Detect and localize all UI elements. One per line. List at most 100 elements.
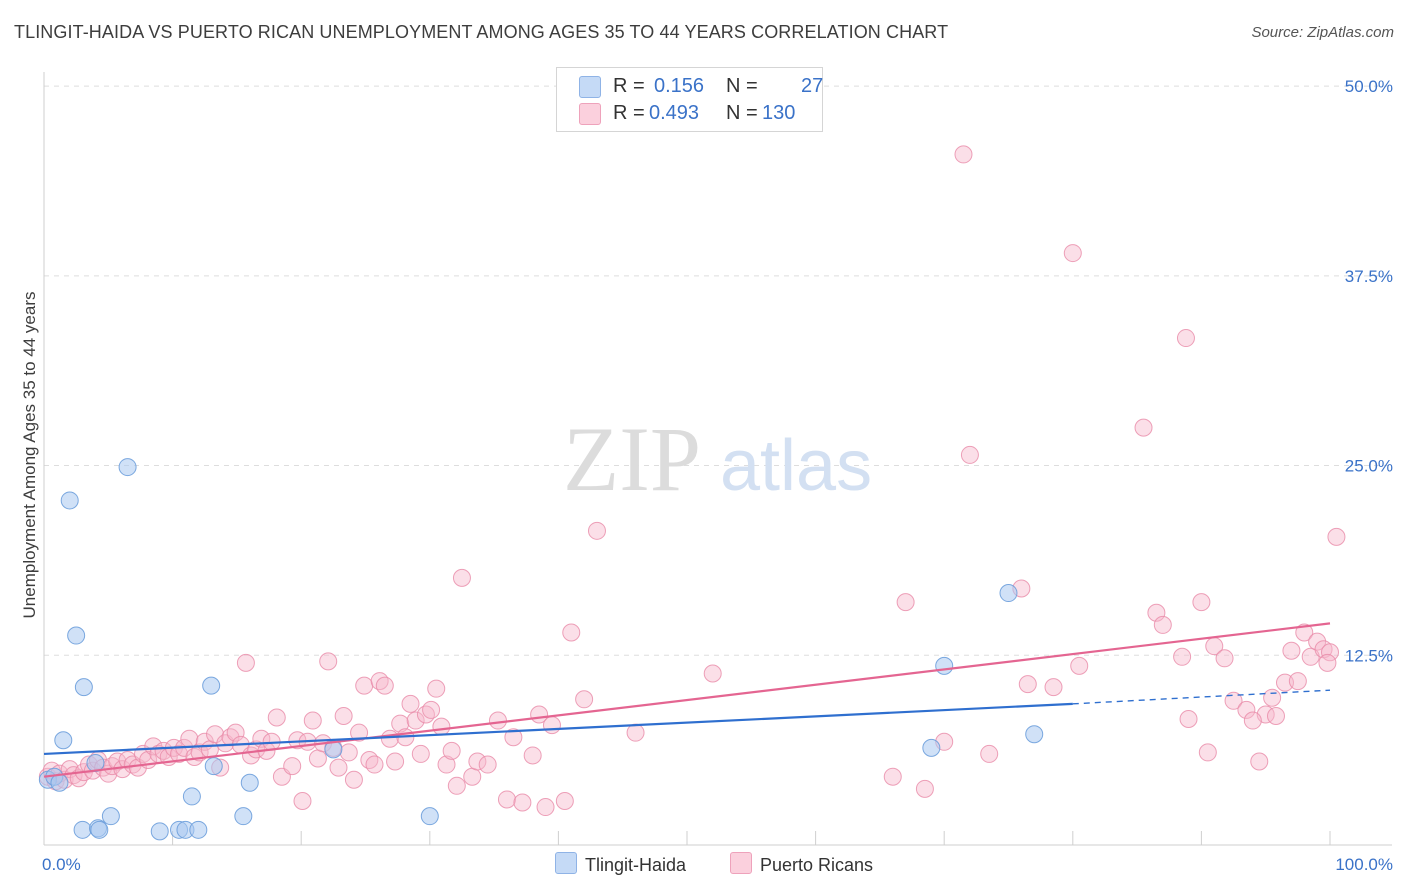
puerto-ricans-point xyxy=(883,767,902,786)
puerto-ricans-point xyxy=(575,690,594,709)
puerto-ricans-point xyxy=(555,791,574,810)
watermark-atlas: atlas xyxy=(720,426,872,506)
trend-lines xyxy=(43,622,1331,778)
puerto-ricans-point xyxy=(1215,649,1234,668)
puerto-ricans-point xyxy=(432,717,451,736)
puerto-ricans-point xyxy=(442,741,461,760)
tlingit-haida-point xyxy=(202,676,221,695)
tlingit-haida-trend-line xyxy=(43,702,1073,756)
puerto-ricans-point xyxy=(703,664,722,683)
tlingit-haida-point xyxy=(420,807,439,826)
puerto-ricans-point xyxy=(365,755,384,774)
puerto-ricans-point xyxy=(1266,706,1285,725)
puerto-ricans-point xyxy=(329,758,348,777)
puerto-ricans-point xyxy=(587,521,606,540)
bottom-legend-puerto-ricans: Puerto Ricans xyxy=(730,852,873,876)
bottom-legend-label-tlingit-haida: Tlingit-Haida xyxy=(585,855,687,875)
puerto-ricans-point xyxy=(319,652,338,671)
puerto-ricans-point xyxy=(1295,623,1314,642)
tlingit-haida-point xyxy=(118,458,137,477)
legend-n-label: N = xyxy=(726,102,758,124)
puerto-ricans-point xyxy=(1282,641,1301,660)
tlingit-haida-point xyxy=(67,626,86,645)
legend-n-value: 27 xyxy=(801,75,824,97)
tlingit-haida-point xyxy=(189,820,208,839)
puerto-ricans-point xyxy=(391,714,410,733)
puerto-ricans-point xyxy=(536,798,555,817)
puerto-ricans-point xyxy=(896,593,915,612)
puerto-ricans-point xyxy=(1153,615,1172,634)
puerto-ricans-point xyxy=(542,716,561,735)
puerto-ricans-point xyxy=(334,706,353,725)
puerto-ricans-point xyxy=(488,711,507,730)
puerto-ricans-point xyxy=(355,676,374,695)
legend-r-label: R = xyxy=(613,75,645,97)
puerto-ricans-point xyxy=(960,445,979,464)
puerto-ricans-point xyxy=(406,711,425,730)
puerto-ricans-trend-line xyxy=(43,622,1331,778)
puerto-ricans-point xyxy=(411,744,430,763)
bottom-legend-swatch-blue xyxy=(555,852,577,874)
puerto-ricans-point xyxy=(504,728,523,747)
y-tick-label: 37.5% xyxy=(1345,267,1393,286)
legend-r-label: R = xyxy=(613,102,645,124)
puerto-ricans-point xyxy=(915,779,934,798)
puerto-ricans-point xyxy=(1063,244,1082,263)
source-label: Source: ZipAtlas.com xyxy=(1251,24,1394,41)
watermark-zip: ZIP xyxy=(563,408,701,510)
puerto-ricans-point xyxy=(386,752,405,771)
puerto-ricans-point xyxy=(1263,688,1282,707)
puerto-ricans-point xyxy=(626,723,645,742)
tlingit-haida-point xyxy=(74,678,93,697)
chart-title: TLINGIT-HAIDA VS PUERTO RICAN UNEMPLOYME… xyxy=(14,22,949,42)
puerto-ricans-point xyxy=(1179,710,1198,729)
y-tick-label: 50.0% xyxy=(1345,77,1393,96)
puerto-ricans-point xyxy=(236,653,255,672)
puerto-ricans-point xyxy=(1173,647,1192,666)
tlingit-haida-point xyxy=(50,773,69,792)
puerto-ricans-point xyxy=(1224,691,1243,710)
puerto-ricans-point xyxy=(1327,527,1346,546)
puerto-ricans-point xyxy=(980,744,999,763)
puerto-ricans-point xyxy=(267,708,286,727)
puerto-ricans-point xyxy=(1198,743,1217,762)
tlingit-haida-point xyxy=(150,822,169,841)
puerto-ricans-point xyxy=(427,679,446,698)
puerto-ricans-point xyxy=(497,790,516,809)
tlingit-haida-point xyxy=(999,584,1018,603)
puerto-ricans-point xyxy=(226,723,245,742)
puerto-ricans-point xyxy=(339,743,358,762)
puerto-ricans-point xyxy=(452,568,471,587)
puerto-ricans-point xyxy=(350,723,369,742)
puerto-ricans-point xyxy=(1243,711,1262,730)
puerto-ricans-point xyxy=(513,793,532,812)
puerto-ricans-point xyxy=(447,776,466,795)
legend-n-value: 130 xyxy=(762,102,796,124)
puerto-ricans-points xyxy=(38,145,1346,817)
axes xyxy=(43,72,1392,846)
y-tick-label: 12.5% xyxy=(1345,646,1393,665)
puerto-ricans-point xyxy=(1321,643,1339,662)
puerto-ricans-point xyxy=(1070,656,1089,675)
x-tick-label-max: 100.0% xyxy=(1335,855,1393,874)
puerto-ricans-point xyxy=(1308,632,1327,651)
tlingit-haida-points xyxy=(38,458,1044,841)
tlingit-haida-trend-extension xyxy=(1072,689,1331,705)
puerto-ricans-point xyxy=(206,725,225,744)
tick-labels: 12.5% 25.0% 37.5% 50.0% 0.0% 100.0% xyxy=(42,77,1393,874)
tlingit-haida-point xyxy=(204,757,223,776)
legend-r-value: 0.493 xyxy=(649,102,700,124)
legend-box: R = 0.156 N = 27 R = 0.493 N = 130 xyxy=(556,67,823,132)
puerto-ricans-point xyxy=(1237,700,1256,719)
puerto-ricans-point xyxy=(375,676,394,695)
legend-swatch-pink xyxy=(579,103,601,125)
puerto-ricans-point xyxy=(380,729,399,748)
tlingit-haida-point xyxy=(1025,725,1044,744)
puerto-ricans-point xyxy=(170,744,189,763)
puerto-ricans-point xyxy=(523,746,542,765)
puerto-ricans-point xyxy=(468,752,487,771)
puerto-ricans-point xyxy=(1044,678,1063,697)
puerto-ricans-point xyxy=(463,767,482,786)
tlingit-haida-point xyxy=(935,656,954,675)
